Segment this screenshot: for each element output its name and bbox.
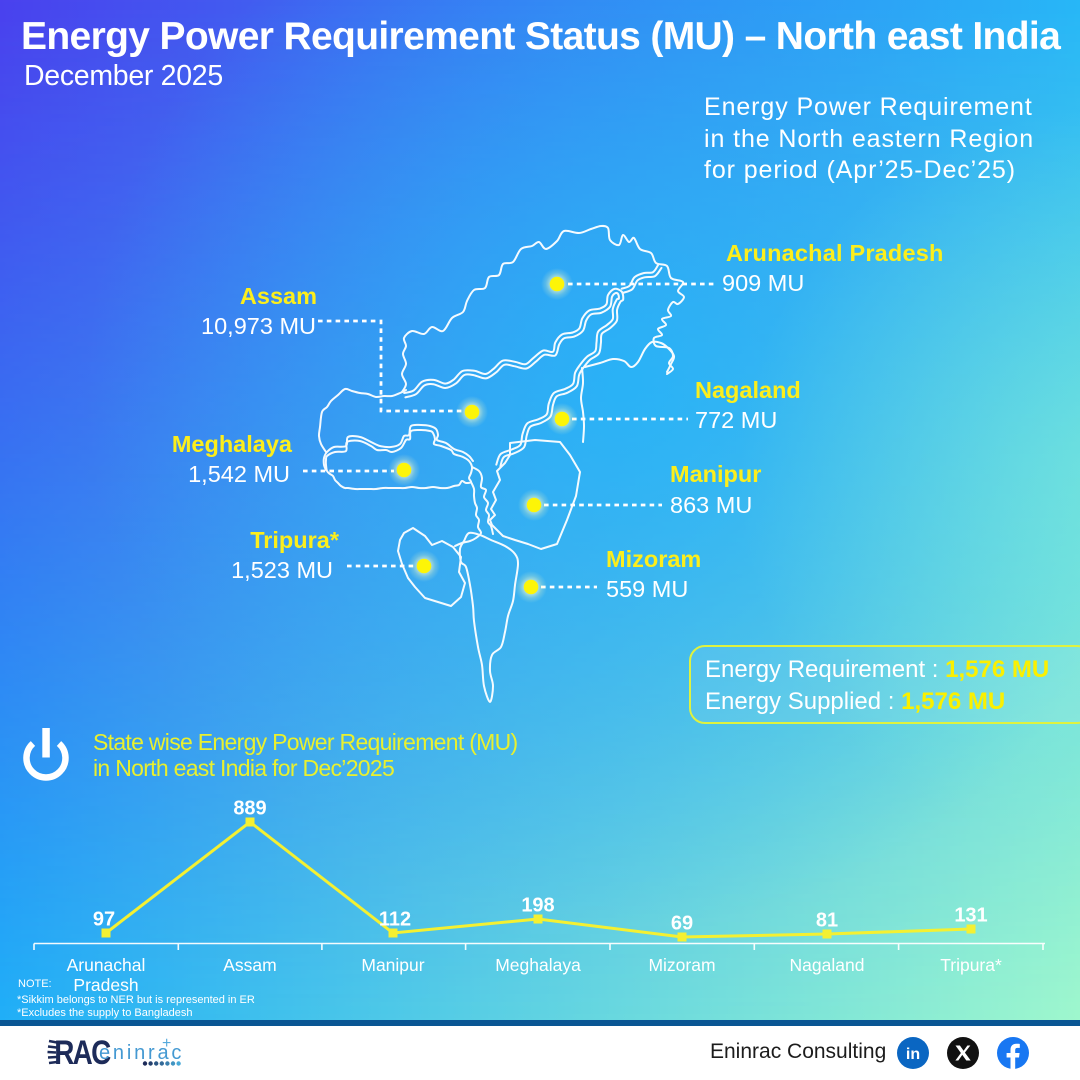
svg-text:Mizoram: Mizoram xyxy=(648,955,715,975)
svg-text:Arunachal Pradesh: Arunachal Pradesh xyxy=(726,240,944,266)
svg-text:*Sikkim belongs to NER but is: *Sikkim belongs to NER but is represente… xyxy=(17,994,255,1006)
svg-text:*Excludes the supply to Bangla: *Excludes the supply to Bangladesh xyxy=(17,1007,193,1019)
svg-text:Manipur: Manipur xyxy=(670,461,761,487)
svg-text:863 MU: 863 MU xyxy=(670,492,752,518)
svg-text:RAC: RAC xyxy=(54,1034,111,1072)
svg-text:in: in xyxy=(906,1046,920,1063)
svg-text:Tripura*: Tripura* xyxy=(940,955,1002,975)
svg-text:Pradesh: Pradesh xyxy=(73,975,138,995)
svg-text:97: 97 xyxy=(93,909,115,931)
svg-text:Nagaland: Nagaland xyxy=(695,377,801,403)
svg-text:Meghalaya: Meghalaya xyxy=(172,431,293,457)
svg-text:112: 112 xyxy=(379,909,411,931)
svg-text:NOTE:: NOTE: xyxy=(18,978,52,990)
svg-text:Meghalaya: Meghalaya xyxy=(495,955,581,975)
svg-text:772 MU: 772 MU xyxy=(695,407,777,433)
svg-text:889: 889 xyxy=(233,798,266,820)
svg-text:Mizoram: Mizoram xyxy=(606,546,701,572)
svg-text:Tripura*: Tripura* xyxy=(250,527,340,553)
svg-text:1,542 MU: 1,542 MU xyxy=(188,461,290,487)
svg-text:Arunachal: Arunachal xyxy=(67,955,146,975)
svg-text:Manipur: Manipur xyxy=(361,955,424,975)
svg-text:10,973 MU: 10,973 MU xyxy=(201,313,316,339)
svg-text:69: 69 xyxy=(671,913,693,935)
svg-text:81: 81 xyxy=(816,910,838,932)
svg-text:Assam: Assam xyxy=(223,955,276,975)
svg-text:Assam: Assam xyxy=(240,283,317,309)
svg-text:559 MU: 559 MU xyxy=(606,576,688,602)
svg-text:Nagaland: Nagaland xyxy=(790,955,865,975)
svg-text:909 MU: 909 MU xyxy=(722,270,804,296)
svg-text:1,523 MU: 1,523 MU xyxy=(231,557,333,583)
svg-text:198: 198 xyxy=(521,895,554,917)
svg-text:+: + xyxy=(162,1035,171,1052)
svg-text:eninrac: eninrac xyxy=(99,1042,184,1064)
svg-text:131: 131 xyxy=(954,905,987,927)
